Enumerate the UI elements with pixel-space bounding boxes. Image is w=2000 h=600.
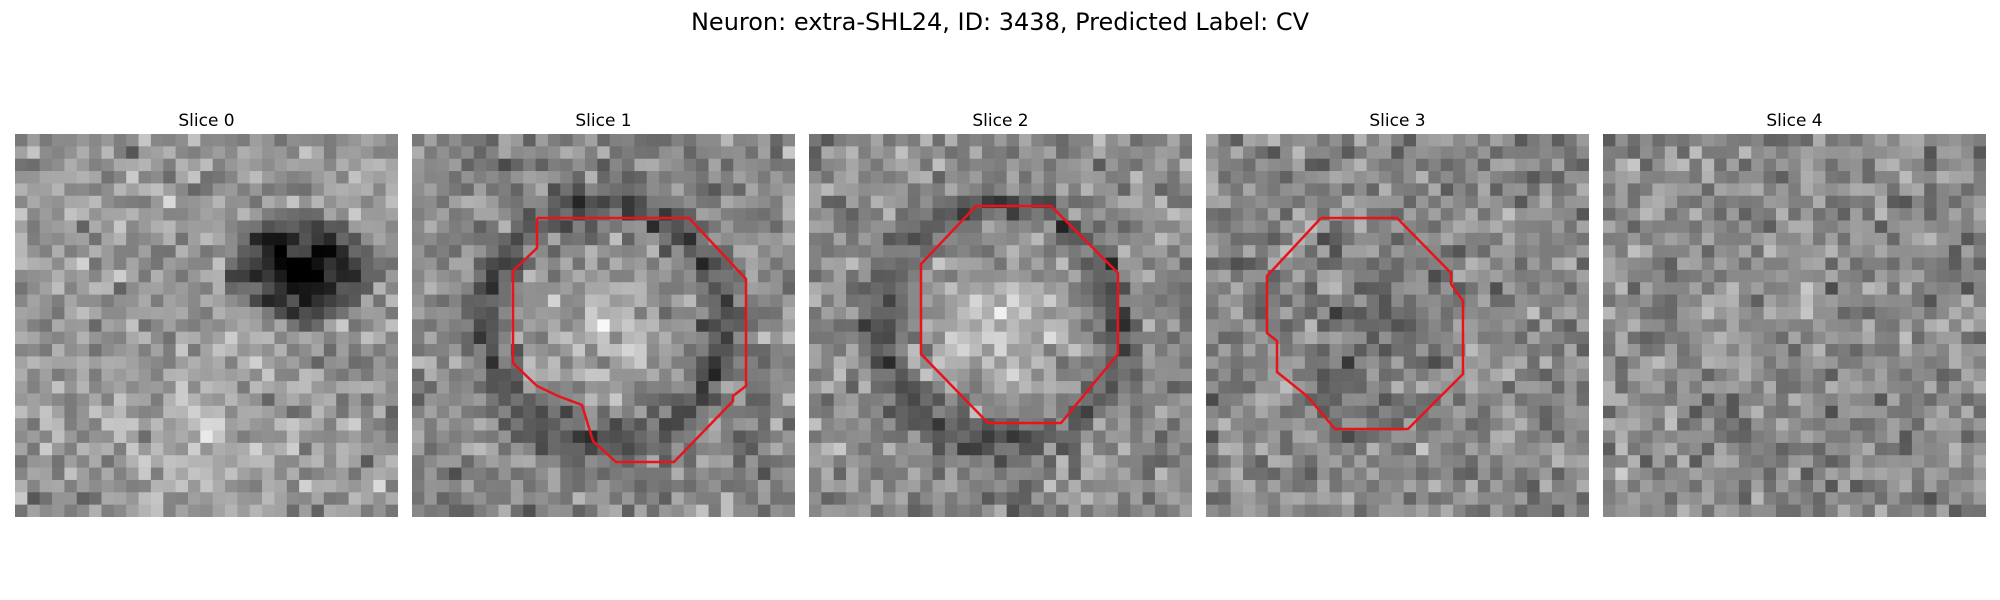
- slice-image-3: [1206, 134, 1589, 517]
- roi-contour-1: [511, 216, 748, 464]
- slice-image-0: [15, 134, 398, 517]
- slice-image-2: [809, 134, 1192, 517]
- grayscale-pixels-1: [412, 134, 795, 517]
- roi-contour-2: [919, 204, 1120, 425]
- slice-title-2: Slice 2: [972, 111, 1029, 131]
- slice-title-0: Slice 0: [178, 111, 235, 131]
- grayscale-pixels-4: [1603, 134, 1986, 517]
- slice-title-3: Slice 3: [1369, 111, 1426, 131]
- slice-title-4: Slice 4: [1766, 111, 1823, 131]
- grayscale-pixels-2: [809, 134, 1192, 517]
- grayscale-pixels-0: [15, 134, 398, 517]
- slice-image-1: [412, 134, 795, 517]
- grayscale-pixels-3: [1206, 134, 1589, 517]
- slice-image-4: [1603, 134, 1986, 517]
- figure-title: Neuron: extra-SHL24, ID: 3438, Predicted…: [690, 8, 1310, 36]
- roi-contour-3: [1265, 216, 1465, 431]
- slice-title-1: Slice 1: [575, 111, 632, 131]
